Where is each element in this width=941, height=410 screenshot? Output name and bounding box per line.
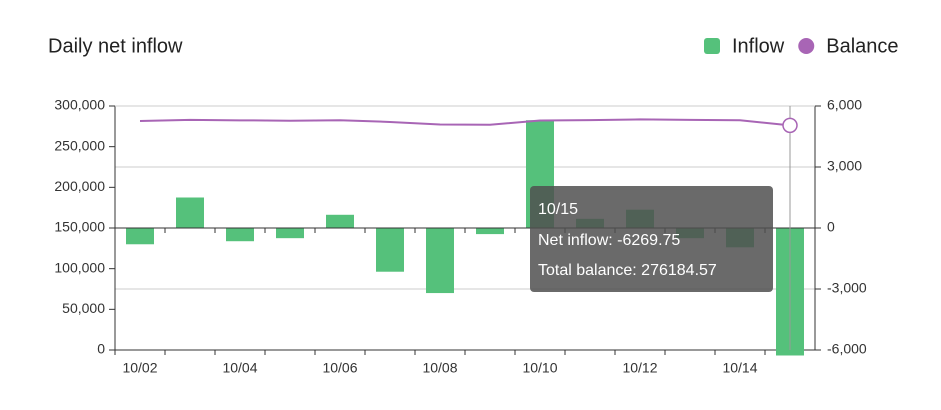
x-tick-label: 10/14 <box>722 360 757 376</box>
y-tick-label: 0 <box>97 341 105 357</box>
legend-label: Inflow <box>732 35 785 57</box>
legend-label: Balance <box>826 35 898 57</box>
bar <box>276 228 304 239</box>
y2-tick-label: -6,000 <box>827 341 867 357</box>
x-tick-label: 10/12 <box>622 360 657 376</box>
bar <box>176 197 204 228</box>
tooltip-line: Total balance: 276184.57 <box>538 262 717 279</box>
x-tick-label: 10/02 <box>122 360 157 376</box>
x-tick-label: 10/08 <box>422 360 457 376</box>
bar <box>376 228 404 272</box>
x-tick-label: 10/10 <box>522 360 557 376</box>
bar <box>476 228 504 235</box>
y-tick-label: 250,000 <box>54 137 105 153</box>
x-tick-label: 10/04 <box>222 360 257 376</box>
legend-swatch <box>798 38 815 54</box>
tooltip-title: 10/15 <box>538 201 578 218</box>
y-tick-label: 50,000 <box>62 300 105 316</box>
x-tick-label: 10/06 <box>322 360 357 376</box>
tooltip-box <box>530 186 773 292</box>
legend-swatch <box>704 38 720 54</box>
y2-tick-label: -3,000 <box>827 280 867 296</box>
tooltip-line: Net inflow: -6269.75 <box>538 232 680 249</box>
y-tick-label: 300,000 <box>54 97 105 113</box>
y2-tick-label: 6,000 <box>827 97 862 113</box>
bar <box>326 214 354 228</box>
hover-point <box>782 117 798 134</box>
y-tick-label: 200,000 <box>54 178 105 194</box>
line <box>139 118 791 127</box>
bar <box>426 228 454 294</box>
y-tick-label: 100,000 <box>54 259 105 275</box>
bar <box>126 228 154 245</box>
bar <box>226 228 254 242</box>
y-tick-label: 150,000 <box>54 219 105 235</box>
y2-tick-label: 3,000 <box>827 158 862 174</box>
chart-title: Daily net inflow <box>48 35 183 57</box>
y2-tick-label: 0 <box>827 219 835 235</box>
